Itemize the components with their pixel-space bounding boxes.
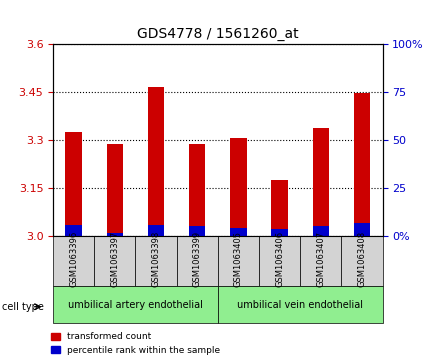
- Text: umbilical vein endothelial: umbilical vein endothelial: [237, 300, 363, 310]
- Text: GSM1063405: GSM1063405: [234, 231, 243, 287]
- FancyBboxPatch shape: [341, 236, 382, 286]
- Text: GSM1063406: GSM1063406: [275, 231, 284, 287]
- Bar: [312, 226, 329, 236]
- FancyBboxPatch shape: [53, 236, 94, 286]
- Bar: [354, 223, 370, 236]
- Bar: [271, 180, 288, 236]
- Title: GDS4778 / 1561260_at: GDS4778 / 1561260_at: [137, 27, 299, 41]
- Bar: [230, 138, 246, 236]
- Bar: [189, 226, 205, 236]
- Text: umbilical artery endothelial: umbilical artery endothelial: [68, 300, 203, 310]
- FancyBboxPatch shape: [177, 236, 218, 286]
- Bar: [189, 144, 205, 236]
- Text: cell type: cell type: [2, 302, 44, 312]
- Bar: [354, 93, 370, 236]
- Text: GSM1063399: GSM1063399: [193, 231, 202, 287]
- FancyBboxPatch shape: [300, 236, 341, 286]
- FancyBboxPatch shape: [259, 236, 300, 286]
- Text: GSM1063397: GSM1063397: [110, 231, 119, 287]
- Bar: [65, 132, 82, 236]
- Text: GSM1063396: GSM1063396: [69, 231, 78, 287]
- Text: GSM1063407: GSM1063407: [316, 231, 325, 287]
- Text: GSM1063408: GSM1063408: [357, 231, 366, 287]
- FancyBboxPatch shape: [53, 286, 218, 323]
- Bar: [230, 228, 246, 236]
- FancyBboxPatch shape: [218, 236, 259, 286]
- Text: GSM1063398: GSM1063398: [152, 231, 161, 287]
- Bar: [107, 144, 123, 236]
- Bar: [271, 229, 288, 236]
- FancyBboxPatch shape: [218, 286, 382, 323]
- FancyBboxPatch shape: [94, 236, 136, 286]
- Bar: [148, 87, 164, 236]
- Bar: [107, 233, 123, 236]
- Bar: [148, 224, 164, 236]
- FancyBboxPatch shape: [136, 236, 177, 286]
- Bar: [65, 224, 82, 236]
- Bar: [312, 129, 329, 236]
- Legend: transformed count, percentile rank within the sample: transformed count, percentile rank withi…: [47, 329, 224, 359]
